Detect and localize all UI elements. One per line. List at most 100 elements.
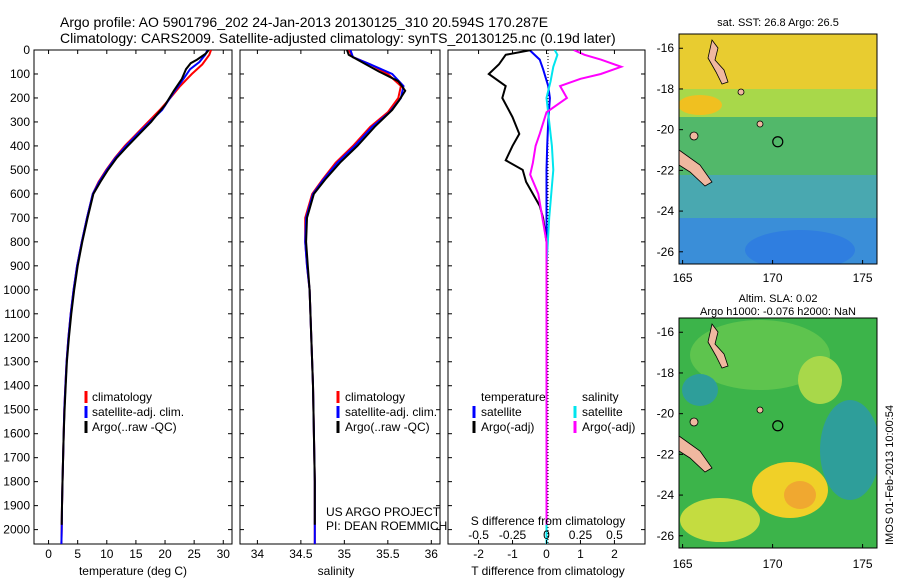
depth-tick-label: 700 xyxy=(10,211,30,225)
x-top-tick-label: -0.5 xyxy=(468,528,489,542)
small-island xyxy=(756,120,764,128)
series-line-argo-raw-qc- xyxy=(305,50,407,525)
x-tick-label: -2 xyxy=(473,547,484,561)
x-tick-label: 10 xyxy=(100,547,114,561)
sst-hot-patch xyxy=(679,95,722,115)
legend-satellite-label: satellite-adj. clim. xyxy=(92,405,184,419)
map-x-tick-label: 165 xyxy=(673,557,693,571)
figure-subtitle: Climatology: CARS2009. Satellite-adjuste… xyxy=(60,30,616,46)
depth-tick-label: 900 xyxy=(10,259,30,273)
series-line-argo-raw-qc- xyxy=(60,50,210,525)
depth-tick-label: 100 xyxy=(10,67,30,81)
difference-profile-lines xyxy=(487,50,625,544)
sla-low-patch xyxy=(682,374,718,406)
argo-position-marker xyxy=(772,136,784,148)
map-y-tick-label: -20 xyxy=(657,123,675,137)
sst-map-title: sat. SST: 26.8 Argo: 26.5 xyxy=(717,17,839,29)
x-tick-label: 2 xyxy=(611,547,618,561)
depth-axis: 0 100 200 300 400 500 600 700 800 900 1000 1100 1200… xyxy=(3,43,645,537)
vanuatu-islands xyxy=(707,323,729,369)
map-x-tick-label: 170 xyxy=(763,557,783,571)
sst-map-field xyxy=(679,34,877,264)
argo-position-marker xyxy=(772,420,784,432)
small-island xyxy=(737,88,745,96)
loyalty-island xyxy=(689,417,699,427)
x-tick-label: 5 xyxy=(74,547,81,561)
map-x-tick-label: 170 xyxy=(763,271,783,285)
legend-salinity-title: salinity xyxy=(582,390,619,404)
sst-cool-band xyxy=(679,175,877,220)
map-y-tick-label: -16 xyxy=(657,41,675,55)
x-tick-label: 0 xyxy=(45,547,52,561)
difference-x-ticks: -2 -1 0 1 2 -0.5 -0.25 0 0.25 0.5 xyxy=(468,50,623,561)
map-x-tick-label: 165 xyxy=(673,271,693,285)
vanuatu-islands xyxy=(707,39,729,85)
x-tick-label: 34 xyxy=(251,547,265,561)
legend-argo-label: Argo(..raw -QC) xyxy=(92,420,177,434)
depth-tick-label: 500 xyxy=(10,163,30,177)
x-tick-label: 30 xyxy=(217,547,231,561)
salinity-difference-xlabel: S difference from climatology xyxy=(471,514,626,528)
legend-temperature-title: temperature xyxy=(481,390,546,404)
x-top-tick-label: 0.5 xyxy=(606,528,623,542)
legend-satellite-label: satellite-adj. clim. xyxy=(345,405,437,419)
depth-tick-label: 1400 xyxy=(3,379,30,393)
sst-map-axes: 165 170 175 -16 -18 -20 -22 -24 -26 xyxy=(657,41,873,285)
pi-annotation: PI: DEAN ROEMMICH xyxy=(326,519,447,533)
depth-tick-label: 800 xyxy=(10,235,30,249)
temperature-xlabel: temperature (deg C) xyxy=(79,564,187,578)
sla-mid-patch xyxy=(680,498,760,542)
x-tick-label: 20 xyxy=(158,547,172,561)
new-caledonia-island xyxy=(679,149,713,187)
salinity-x-ticks: 34 34.5 35 35.5 36 xyxy=(251,50,439,561)
imos-credit: IMOS 01-Feb-2013 10:00:54 xyxy=(884,405,896,545)
sla-high-region xyxy=(690,320,830,390)
salinity-profile-lines xyxy=(304,50,407,544)
legend-sal-satellite-label: satellite xyxy=(582,405,623,419)
series-line-temperature-argo-adj- xyxy=(487,50,548,525)
sla-mid-patch xyxy=(798,356,842,404)
depth-tick-label: 1800 xyxy=(3,475,30,489)
temperature-x-ticks: 0 5 10 15 20 25 30 xyxy=(45,50,230,561)
sst-warmest-band xyxy=(679,34,877,89)
x-tick-label: 15 xyxy=(129,547,143,561)
legend-argo-label: Argo(..raw -QC) xyxy=(345,420,430,434)
figure-title: Argo profile: AO 5901796_202 24-Jan-2013… xyxy=(60,14,548,30)
sla-map-axes: 165 170 175 -16 -18 -20 -22 -24 -26 xyxy=(657,325,873,571)
salinity-legend: climatology satellite-adj. clim. Argo(..… xyxy=(336,390,437,434)
temperature-legend: climatology satellite-adj. clim. Argo(..… xyxy=(84,390,184,434)
map-y-tick-label: -26 xyxy=(657,245,675,259)
sla-map-frame xyxy=(678,317,878,549)
salinity-plot-frame xyxy=(239,49,441,545)
x-tick-label: 0 xyxy=(543,547,550,561)
x-tick-label: -1 xyxy=(507,547,518,561)
depth-tick-label: 1000 xyxy=(3,283,30,297)
sla-map-title: Altim. SLA: 0.02 xyxy=(739,293,818,305)
sst-cold-patch xyxy=(745,230,855,264)
map-y-tick-label: -18 xyxy=(657,82,675,96)
legend-climatology-label: climatology xyxy=(92,390,152,404)
depth-tick-label: 600 xyxy=(10,187,30,201)
series-line-satellite-adj-clim- xyxy=(60,50,209,544)
x-top-tick-label: -0.25 xyxy=(499,528,527,542)
sla-low-patch xyxy=(820,400,877,500)
legend-temp-satellite-label: satellite xyxy=(481,405,522,419)
depth-tick-label: 1900 xyxy=(3,499,30,513)
x-tick-label: 35.5 xyxy=(376,547,400,561)
sla-map-subtitle: Argo h1000: -0.076 h2000: NaN xyxy=(700,306,856,318)
x-tick-label: 1 xyxy=(577,547,584,561)
depth-tick-label: 2000 xyxy=(3,523,30,537)
temperature-plot-frame xyxy=(33,49,233,545)
x-tick-label: 36 xyxy=(425,547,439,561)
difference-legend: temperature satellite Argo(-adj) salinit… xyxy=(472,390,635,434)
depth-tick-label: 1200 xyxy=(3,331,30,345)
project-annotation: US ARGO PROJECT xyxy=(326,505,441,519)
small-island xyxy=(756,406,764,414)
sst-map-frame xyxy=(678,33,878,265)
map-y-tick-label: -16 xyxy=(657,325,675,339)
map-x-tick-label: 175 xyxy=(853,271,873,285)
x-tick-label: 34.5 xyxy=(289,547,313,561)
map-y-tick-label: -24 xyxy=(657,204,675,218)
series-line-climatology xyxy=(60,50,212,544)
